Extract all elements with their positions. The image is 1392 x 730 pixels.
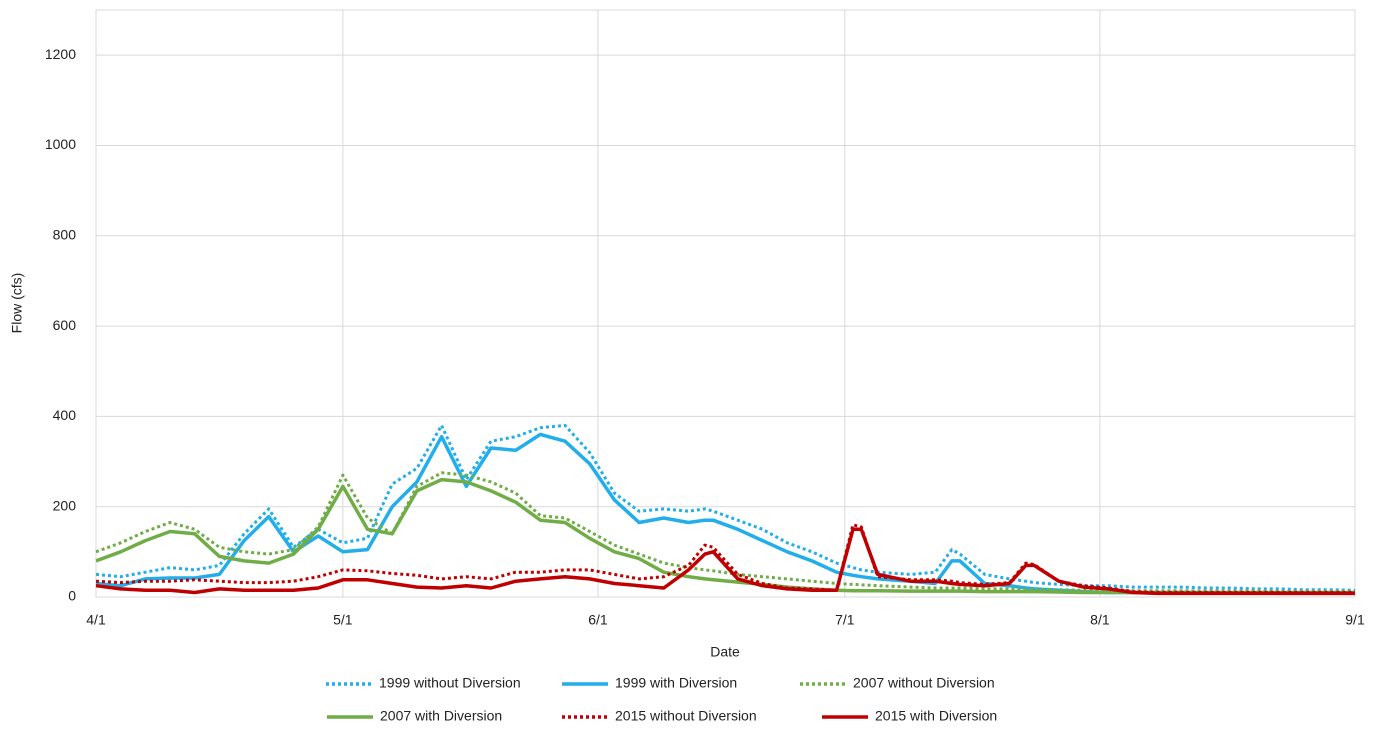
x-tick-label: 5/1 <box>333 612 353 628</box>
x-tick-label: 7/1 <box>835 612 855 628</box>
x-tick-label: 6/1 <box>588 612 608 628</box>
series-line <box>95 423 1356 592</box>
legend-label: 2015 with Diversion <box>875 708 997 724</box>
y-tick-label: 800 <box>53 226 77 242</box>
legend-label: 2007 without Diversion <box>853 675 995 691</box>
series-line <box>95 477 1355 595</box>
legend-label: 1999 with Diversion <box>615 675 737 691</box>
series-line <box>95 432 1355 596</box>
series-line <box>95 527 1355 596</box>
y-tick-label: 1200 <box>45 46 76 62</box>
x-axis-title: Date <box>710 644 740 660</box>
plot-area <box>95 9 1356 598</box>
y-tick-label: 400 <box>53 407 77 423</box>
y-tick-label: 200 <box>53 497 77 513</box>
legend-label: 1999 without Diversion <box>379 675 521 691</box>
legend-label: 2007 with Diversion <box>380 708 502 724</box>
y-tick-label: 0 <box>68 588 76 604</box>
y-tick-label: 1000 <box>45 136 76 152</box>
series-line <box>95 471 1355 594</box>
x-tick-label: 4/1 <box>86 612 106 628</box>
x-tick-label: 9/1 <box>1345 612 1365 628</box>
x-tick-label: 8/1 <box>1090 612 1110 628</box>
y-axis-title: Flow (cfs) <box>9 273 25 334</box>
legend-label: 2015 without Diversion <box>615 708 757 724</box>
y-tick-label: 600 <box>53 317 77 333</box>
